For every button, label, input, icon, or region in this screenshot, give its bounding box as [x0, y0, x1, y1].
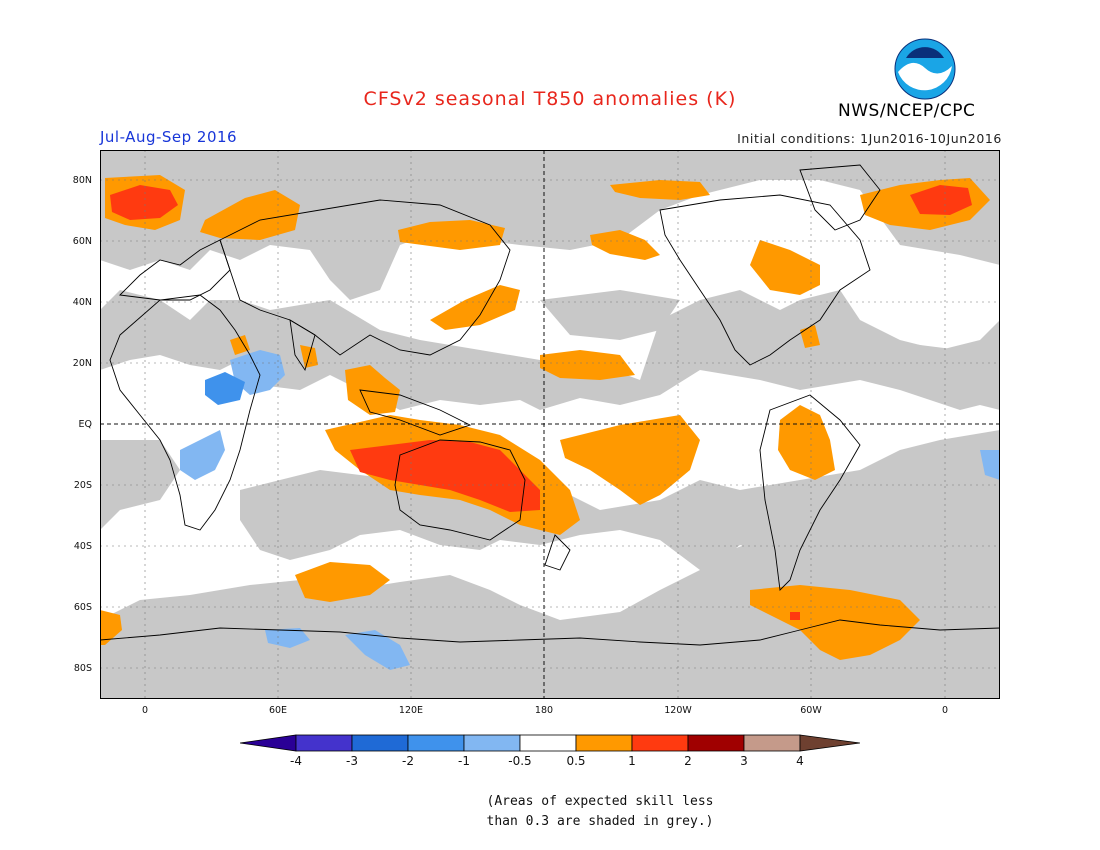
colorbar-swatch — [463, 734, 521, 752]
colorbar-swatch — [295, 734, 353, 752]
season-label: Jul-Aug-Sep 2016 — [100, 128, 238, 146]
lat-label-20n: 20N — [72, 358, 92, 369]
lat-label-20s: 20S — [73, 480, 92, 491]
lat-label-eq: EQ — [78, 419, 92, 430]
colorbar-label: -0.5 — [508, 754, 532, 768]
lon-label-60e: 60E — [268, 705, 288, 716]
colorbar-label: -1 — [458, 754, 470, 768]
colorbar-swatch — [687, 734, 745, 752]
colorbar-label: -4 — [290, 754, 302, 768]
colorbar — [240, 734, 860, 752]
lon-label-180: 180 — [534, 705, 554, 716]
lat-label-40n: 40N — [72, 297, 92, 308]
anomaly-map — [100, 150, 1000, 699]
colorbar-swatch — [631, 734, 689, 752]
colorbar-label: 3 — [740, 754, 748, 768]
lon-label-60w: 60W — [800, 705, 822, 716]
warm-anomaly-1-to-2 — [110, 185, 972, 620]
dotted-graticule — [100, 150, 1000, 699]
lon-label-120w: 120W — [664, 705, 692, 716]
colorbar-swatch — [407, 734, 465, 752]
colorbar-arrow-right — [799, 734, 860, 752]
lat-label-60n: 60N — [72, 236, 92, 247]
colorbar-swatch — [351, 734, 409, 752]
colorbar-swatch — [743, 734, 801, 752]
skill-note-line-2: than 0.3 are shaded in grey.) — [486, 814, 714, 829]
colorbar-label: 1 — [628, 754, 636, 768]
lat-label-80n: 80N — [72, 175, 92, 186]
equator-and-dateline — [100, 150, 1000, 699]
lat-label-40s: 40S — [73, 541, 92, 552]
colorbar-label: -2 — [402, 754, 414, 768]
lon-label-0-left: 0 — [141, 705, 149, 716]
colorbar-swatch — [519, 734, 577, 752]
colorbar-label: -3 — [346, 754, 358, 768]
initial-conditions-label: Initial conditions: 1Jun2016-10Jun2016 — [737, 131, 1002, 146]
lat-label-60s: 60S — [73, 602, 92, 613]
lon-label-120e: 120E — [398, 705, 424, 716]
lat-label-80s: 80S — [73, 663, 92, 674]
colorbar-swatch — [575, 734, 633, 752]
colorbar-arrow-left — [240, 734, 297, 752]
colorbar-label: 0.5 — [566, 754, 586, 768]
organization-label: NWS/NCEP/CPC — [838, 101, 976, 121]
colorbar-label: 4 — [796, 754, 804, 768]
coastlines — [100, 164, 1000, 646]
skill-note-line-1: (Areas of expected skill less — [486, 794, 714, 809]
lon-label-0-right: 0 — [941, 705, 949, 716]
noaa-logo-icon — [894, 38, 956, 100]
colorbar-label: 2 — [684, 754, 692, 768]
cool-anomaly-1-to-2 — [205, 372, 245, 405]
plot-title: CFSv2 seasonal T850 anomalies (K) — [363, 88, 737, 110]
